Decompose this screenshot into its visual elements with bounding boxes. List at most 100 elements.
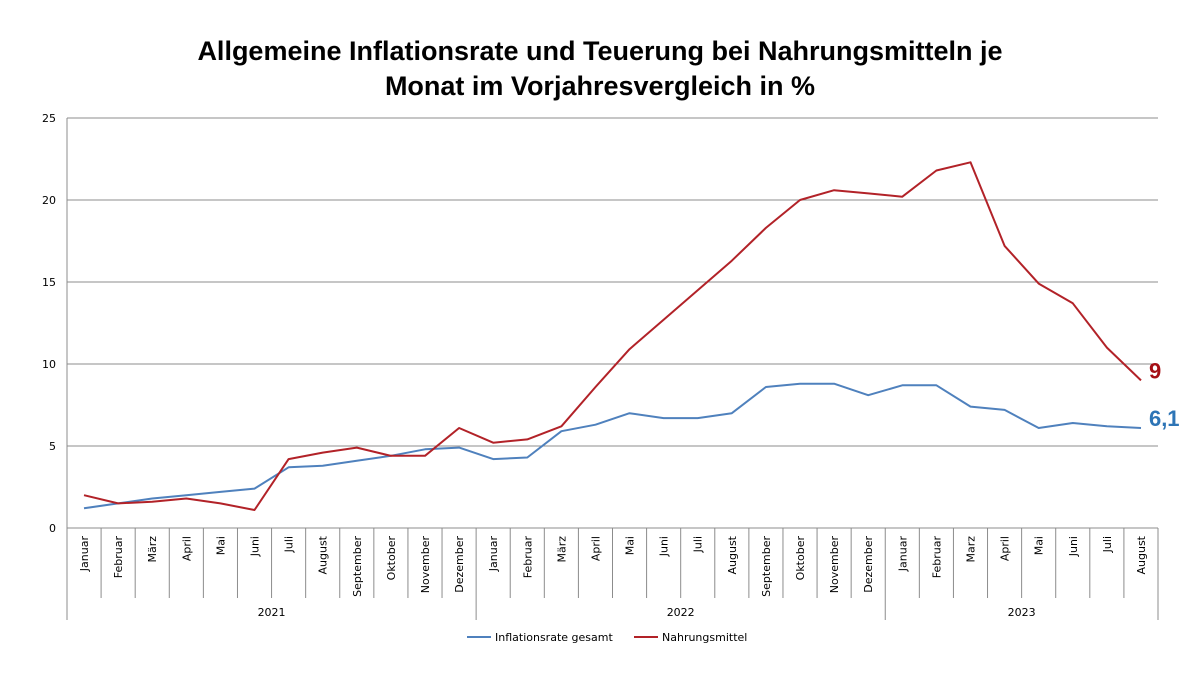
x-tick-label: März [146,536,159,563]
data-point [731,412,733,414]
x-tick-label: Oktober [385,536,398,581]
data-point [287,466,289,468]
x-tick-label: Juli [692,536,705,553]
x-tick-label: August [1135,535,1148,574]
end-value-label: 6,1 [1149,406,1180,431]
x-tick-label: Marz [964,536,977,563]
data-point [833,189,835,191]
data-point [1140,379,1142,381]
data-point [969,161,971,163]
data-point [356,460,358,462]
data-point [662,417,664,419]
x-tick-label: Juli [1101,536,1114,553]
data-point [867,394,869,396]
data-point [560,430,562,432]
x-tick-label: November [419,536,432,594]
y-tick-label: 15 [42,276,56,289]
x-tick-label: April [999,536,1012,561]
year-label: 2022 [667,606,695,619]
data-point [458,446,460,448]
x-tick-label: September [760,536,773,597]
data-point [969,405,971,407]
data-point [594,423,596,425]
data-point [1072,422,1074,424]
x-tick-label: Februar [112,536,125,579]
x-tick-label: Dezember [862,536,875,593]
y-tick-label: 10 [42,358,56,371]
legend-label: Nahrungsmittel [662,631,747,644]
y-tick-label: 5 [49,440,56,453]
chart-title-line-1: Allgemeine Inflationsrate und Teuerung b… [197,36,1003,66]
x-tick-label: Januar [78,536,91,573]
data-point [458,427,460,429]
data-point [1003,409,1005,411]
data-point [1140,427,1142,429]
x-tick-label: Dezember [453,536,466,593]
data-point [867,192,869,194]
data-point [1106,425,1108,427]
x-tick-label: Juni [658,536,671,557]
data-point [765,227,767,229]
y-tick-label: 20 [42,194,56,207]
x-tick-label: Mai [214,536,227,555]
data-point [662,319,664,321]
data-point [424,455,426,457]
x-tick-label: Februar [521,536,534,579]
year-label: 2023 [1008,606,1036,619]
data-point [935,384,937,386]
y-tick-label: 25 [42,112,56,125]
data-point [356,446,358,448]
data-point [151,501,153,503]
x-tick-label: April [180,536,193,561]
data-point [799,382,801,384]
x-tick-label: Mai [624,536,637,555]
data-point [322,451,324,453]
x-tick-label: Juni [249,536,262,557]
data-point [1037,282,1039,284]
legend-label: Inflationsrate gesamt [495,631,613,644]
x-tick-label: Juli [283,536,296,553]
x-tick-label: März [555,536,568,563]
data-point [390,455,392,457]
x-tick-label: August [317,535,330,574]
data-point [287,458,289,460]
x-tick-label: April [589,536,602,561]
data-point [526,438,528,440]
series-line-food [83,161,1142,511]
x-tick-label: August [726,535,739,574]
data-point [697,289,699,291]
data-point [935,169,937,171]
data-point [628,412,630,414]
series-line-inflation [83,382,1142,510]
data-point [492,442,494,444]
x-tick-label: Oktober [794,536,807,581]
x-tick-label: Mai [1033,536,1046,555]
x-tick-label: Februar [930,536,943,579]
chart-title-line-2: Monat im Vorjahresvergleich in % [384,71,816,101]
data-point [492,458,494,460]
data-point [697,417,699,419]
data-point [526,456,528,458]
data-point [1003,245,1005,247]
data-point [253,487,255,489]
end-value-label: 9 [1149,358,1161,383]
data-point [83,494,85,496]
year-label: 2021 [258,606,286,619]
x-tick-label: Januar [896,536,909,573]
data-point [117,502,119,504]
data-point [322,464,324,466]
data-point [628,348,630,350]
data-point [799,199,801,201]
data-point [83,507,85,509]
data-point [765,386,767,388]
data-point [185,497,187,499]
data-point [901,196,903,198]
data-point [424,448,426,450]
data-point [219,502,221,504]
data-point [1106,346,1108,348]
data-point [731,259,733,261]
x-tick-label: Januar [487,536,500,573]
y-tick-label: 0 [49,522,56,535]
